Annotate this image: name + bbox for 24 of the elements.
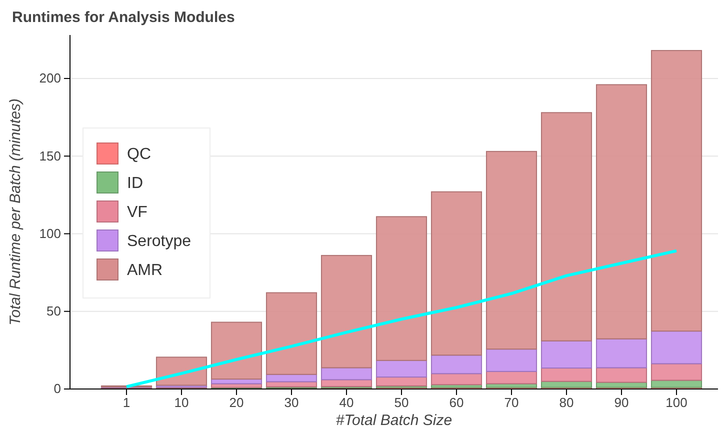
x-tick-label: 50 [394, 395, 409, 410]
x-tick-label: 70 [504, 395, 519, 410]
x-tick-label: 90 [614, 395, 629, 410]
x-tick-label: 1 [122, 395, 130, 410]
legend-label: AMR [127, 262, 163, 279]
y-tick-label: 50 [46, 304, 61, 319]
y-tick-label: 100 [39, 226, 61, 241]
x-tick-label: 40 [339, 395, 354, 410]
x-axis-title: #Total Batch Size [336, 412, 452, 429]
x-tick-label: 60 [449, 395, 464, 410]
legend-label: QC [127, 146, 151, 163]
x-tick-label: 80 [559, 395, 574, 410]
y-tick-label: 0 [54, 381, 61, 396]
y-tick-label: 150 [39, 148, 61, 164]
x-tick-label: 30 [284, 395, 299, 410]
x-tick-label: 100 [666, 395, 688, 410]
legend-label: Serotype [127, 233, 192, 250]
y-axis-title: Total Runtime per Batch (minutes) [7, 98, 24, 326]
y-tick-label: 200 [39, 70, 61, 86]
x-tick-label: 10 [174, 395, 189, 410]
x-tick-label: 20 [229, 395, 244, 410]
legend-label: VF [127, 204, 148, 221]
legend-label: ID [127, 175, 143, 192]
chart-title: Runtimes for Analysis Modules [12, 9, 235, 26]
